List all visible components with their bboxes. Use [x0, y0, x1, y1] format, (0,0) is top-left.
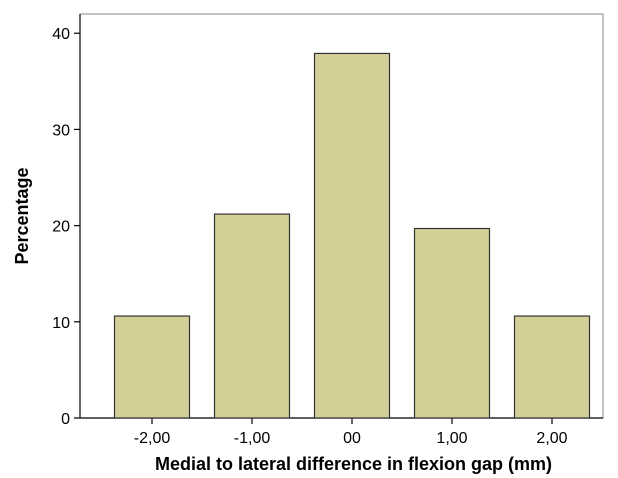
bar [313, 52, 391, 419]
y-tick-label: 30 [52, 122, 70, 139]
x-axis: -2,00 -1,00 00 1,00 2,00 [80, 417, 603, 447]
y-axis-title: Percentage [12, 167, 32, 264]
x-tick-label: -2,00 [134, 430, 171, 447]
x-axis-title: Medial to lateral difference in flexion … [155, 454, 552, 474]
bar [513, 315, 591, 419]
y-tick-label: 10 [52, 315, 70, 332]
x-tick-label: 00 [343, 430, 361, 447]
y-tick-label: 20 [52, 219, 70, 236]
bars [113, 52, 591, 419]
bar [213, 213, 291, 419]
x-tick-label: -1,00 [234, 430, 271, 447]
y-axis: 0 10 20 30 40 [52, 14, 81, 428]
y-tick-label: 0 [61, 411, 70, 428]
x-tick-label: 2,00 [536, 430, 567, 447]
y-tick-label: 40 [52, 26, 70, 43]
bar [413, 227, 491, 419]
x-tick-label: 1,00 [436, 430, 467, 447]
bar [113, 315, 191, 419]
